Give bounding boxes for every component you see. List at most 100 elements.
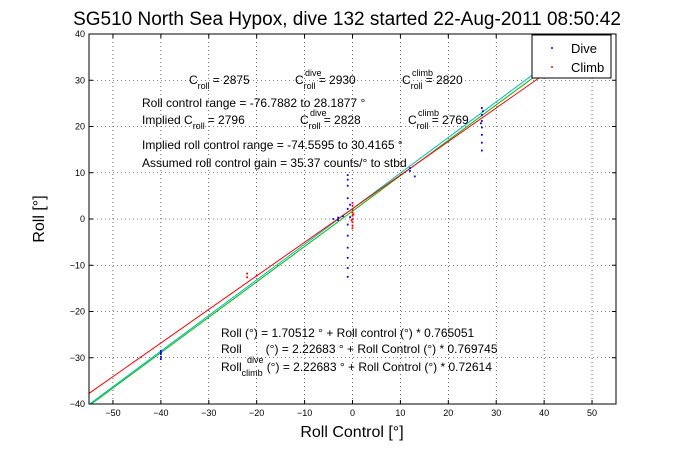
dive-point — [346, 184, 349, 187]
climb-point — [351, 204, 354, 207]
legend-dive-marker — [551, 47, 553, 49]
x-tick-label: −30 — [201, 408, 216, 418]
x-tick-label: −40 — [153, 408, 168, 418]
dive-point — [346, 223, 349, 226]
x-tick-label: −20 — [249, 408, 264, 418]
dive-point — [346, 246, 349, 249]
data-points — [159, 107, 484, 361]
dive-point — [346, 178, 349, 181]
dive-point — [480, 107, 483, 109]
dive-point — [159, 349, 162, 352]
x-tick-label: 50 — [587, 408, 597, 418]
y-tick-label: −30 — [70, 353, 85, 363]
implied-roll-control-range: Implied roll control range = -74.5595 to… — [142, 138, 403, 152]
legend-climb-label: Climb — [571, 60, 604, 75]
dive-point — [346, 234, 349, 237]
c-roll-climb-sup: climb — [412, 68, 433, 78]
c-roll-dive-sup: dive — [305, 68, 322, 78]
y-tick-label: 40 — [75, 29, 85, 39]
fit-equation-climb: Rollclimb (°) = 2.22683 ° + Roll Control … — [221, 360, 492, 378]
y-tick-label: 10 — [75, 168, 85, 178]
x-tick-label: 0 — [350, 408, 355, 418]
dive-point — [342, 215, 344, 218]
climb-point — [255, 274, 258, 277]
implied-c-roll-climb: Croll = 2769 — [408, 113, 469, 131]
dive-point — [481, 110, 484, 113]
grid — [89, 33, 616, 405]
implied-c-roll: Implied Croll = 2796 — [142, 113, 245, 131]
dive-point — [159, 353, 162, 355]
dive-point — [346, 207, 349, 210]
axis-ticks: −50 −40 −30 −20 −10 0 10 20 30 40 50 −40 −30 −20 −10 0 1… — [70, 29, 616, 418]
dive-point — [479, 122, 482, 125]
x-tick-label: 20 — [443, 408, 453, 418]
implied-c-roll-dive-sup: dive — [310, 108, 327, 118]
dive-point — [349, 216, 352, 219]
dive-point — [337, 216, 340, 219]
climb-point — [351, 224, 354, 227]
x-tick-label: 30 — [491, 408, 501, 418]
climb-point — [350, 219, 353, 222]
dive-point — [159, 358, 162, 361]
dive-point — [346, 256, 349, 259]
roll-control-range: Roll control range = -76.7882 to 28.1877… — [142, 96, 365, 110]
y-tick-label: 30 — [75, 75, 85, 85]
dive-point — [409, 170, 411, 172]
dive-point — [413, 175, 416, 178]
fit-equation-dive-sup: dive — [247, 355, 264, 365]
y-tick-label: −10 — [70, 260, 85, 270]
climb-point — [351, 201, 354, 204]
fit-line-0 — [90, 34, 594, 404]
dive-point — [409, 167, 411, 170]
climb-point — [351, 218, 354, 220]
implied-c-roll-dive: Croll = 2828 — [300, 113, 361, 131]
climb-point — [351, 214, 354, 217]
c-roll-climb: Croll = 2820 — [402, 73, 463, 91]
chart-title: SG510 North Sea Hypox, dive 132 started … — [73, 9, 621, 30]
fit-equation-dive: Roll (°) = 2.22683 ° + Roll Control (°) *… — [221, 342, 498, 356]
legend: Dive Climb — [531, 34, 612, 79]
assumed-gain: Assumed roll control gain = 35.37 counts… — [142, 156, 407, 170]
x-axis-label: Roll Control [°] — [300, 424, 403, 441]
legend-box — [531, 34, 612, 79]
c-roll-dive: Croll = 2930 — [295, 73, 356, 91]
legend-climb-marker — [551, 66, 553, 68]
climb-point — [352, 213, 355, 216]
dive-point — [346, 275, 349, 278]
dive-point — [480, 133, 483, 136]
legend-dive-label: Dive — [571, 41, 597, 56]
y-tick-label: 20 — [75, 122, 85, 132]
y-tick-label: 0 — [80, 214, 85, 224]
dive-point — [480, 141, 483, 144]
x-tick-label: −50 — [105, 408, 120, 418]
climb-point — [351, 208, 354, 211]
climb-point — [246, 276, 248, 279]
dive-point — [337, 219, 340, 221]
implied-c-roll-climb-sup: climb — [418, 108, 439, 118]
c-roll: Croll = 2875 — [189, 73, 250, 91]
dive-point — [159, 355, 162, 358]
climb-point — [246, 272, 248, 275]
x-tick-label: 40 — [539, 408, 549, 418]
climb-point — [351, 221, 354, 224]
x-tick-label: −10 — [297, 408, 312, 418]
dive-point — [480, 149, 483, 152]
y-tick-label: −40 — [70, 399, 85, 409]
dive-point — [480, 126, 483, 129]
annotations: Croll = 2875 Croll = 2930 dive Croll = 2820… — [142, 68, 498, 378]
dive-point — [349, 203, 352, 206]
fit-equation-all: Roll (°) = 1.70512 ° + Roll control (°) … — [221, 326, 475, 340]
x-tick-label: 10 — [395, 408, 405, 418]
dive-point — [332, 218, 335, 220]
dive-point — [480, 114, 483, 116]
y-axis-label: Roll [°] — [31, 195, 48, 242]
dive-point — [480, 120, 483, 122]
y-tick-label: −20 — [70, 307, 85, 317]
climb-point — [351, 211, 354, 214]
climb-point — [351, 227, 354, 230]
dive-point — [346, 267, 349, 269]
dive-point — [159, 351, 162, 354]
dive-point — [346, 197, 349, 200]
dive-point — [346, 174, 349, 176]
